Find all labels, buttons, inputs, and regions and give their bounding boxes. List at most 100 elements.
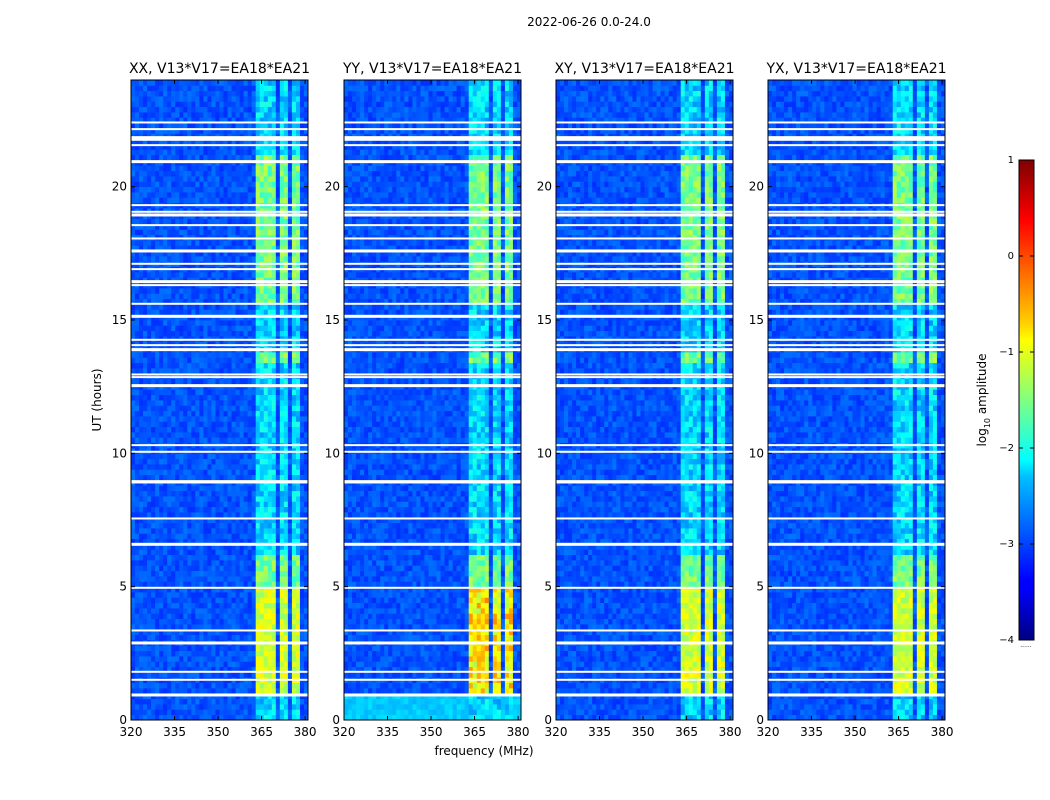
heat-cell (203, 426, 208, 433)
heat-cell (183, 389, 188, 396)
heat-cell (151, 437, 156, 444)
heat-cell (147, 181, 152, 188)
heat-cell (159, 400, 164, 406)
heat-cell (179, 224, 184, 230)
heat-cell (163, 581, 168, 588)
heat-cell (179, 709, 184, 716)
heat-cell (275, 554, 281, 561)
heat-cell (135, 490, 140, 497)
heat-cell (215, 618, 220, 625)
heat-cell (303, 496, 309, 502)
heat-cell (271, 192, 277, 198)
heat-cell (191, 464, 196, 470)
heat-cell (263, 192, 269, 198)
heat-cell (187, 330, 192, 337)
heat-cell (271, 602, 277, 609)
heat-cell (251, 437, 257, 444)
heat-cell (263, 544, 269, 550)
heat-cell (287, 368, 293, 374)
heat-cell (171, 224, 176, 230)
heat-cell (207, 469, 212, 476)
heat-cell (219, 629, 224, 636)
heat-cell (235, 506, 241, 513)
heat-cell (299, 565, 305, 572)
heat-cell (199, 192, 204, 198)
heat-cell (167, 624, 172, 630)
heat-cell (155, 368, 160, 374)
heat-cell (303, 432, 309, 438)
heat-cell (203, 117, 208, 124)
heat-cell (223, 400, 228, 406)
heat-cell (271, 586, 277, 593)
heat-cell (291, 298, 297, 305)
heat-cell (143, 549, 148, 556)
heat-cell (247, 570, 253, 577)
heat-cell (227, 570, 232, 577)
heat-cell (247, 522, 253, 529)
heat-cell (283, 666, 289, 673)
heat-cell (179, 122, 184, 129)
heat-cell (251, 522, 257, 529)
heat-cell (291, 645, 297, 652)
heat-cell (171, 629, 176, 636)
heat-cell (211, 661, 216, 668)
heat-cell (135, 154, 140, 161)
heat-cell (151, 682, 156, 689)
heat-cell (203, 613, 208, 620)
heat-cell (223, 256, 228, 262)
heat-cell (235, 688, 241, 694)
heat-cell (147, 218, 152, 225)
heat-cell (243, 517, 249, 524)
heat-cell (279, 570, 285, 577)
heat-cell (171, 410, 176, 417)
heat-cell (215, 298, 220, 305)
heat-cell (219, 490, 224, 497)
heat-cell (279, 224, 285, 230)
heat-cell (147, 661, 152, 668)
heat-cell (279, 378, 285, 385)
heat-cell (151, 560, 156, 566)
heat-cell (159, 421, 164, 428)
heat-cell (179, 400, 184, 406)
heat-cell (275, 389, 281, 396)
heat-cell (191, 309, 196, 316)
heat-cell (263, 560, 269, 566)
heat-cell (191, 128, 196, 134)
heat-cell (259, 453, 265, 460)
heat-cell (147, 144, 152, 150)
heat-cell (195, 368, 200, 374)
heat-cell (155, 469, 160, 476)
heat-cell (199, 608, 204, 614)
heat-cell (171, 325, 176, 332)
heat-cell (179, 330, 184, 337)
heat-cell (147, 192, 152, 198)
heat-cell (303, 560, 309, 566)
heat-cell (255, 122, 261, 129)
heat-cell (203, 709, 208, 716)
heat-cell (215, 325, 220, 332)
heat-cell (223, 608, 228, 614)
heat-cell (263, 490, 269, 497)
heat-cell (271, 501, 277, 508)
heat-cell (223, 576, 228, 582)
heat-cell (275, 629, 281, 636)
heat-cell (143, 165, 148, 172)
heat-cell (175, 682, 180, 689)
heat-cell (267, 469, 273, 476)
heat-cell (219, 325, 224, 332)
heat-cell (247, 517, 253, 524)
heat-cell (159, 352, 164, 358)
heat-cell (219, 565, 224, 572)
heat-cell (183, 538, 188, 545)
heat-cell (179, 618, 184, 625)
heat-cell (299, 437, 305, 444)
heat-cell (255, 570, 261, 577)
heat-cell (175, 128, 180, 134)
heat-cell (243, 293, 249, 300)
heat-cell (163, 597, 168, 604)
heat-cell (171, 288, 176, 294)
heat-cell (171, 522, 176, 529)
heat-cell (171, 528, 176, 534)
heat-cell (231, 224, 236, 230)
heat-cell (239, 682, 245, 689)
